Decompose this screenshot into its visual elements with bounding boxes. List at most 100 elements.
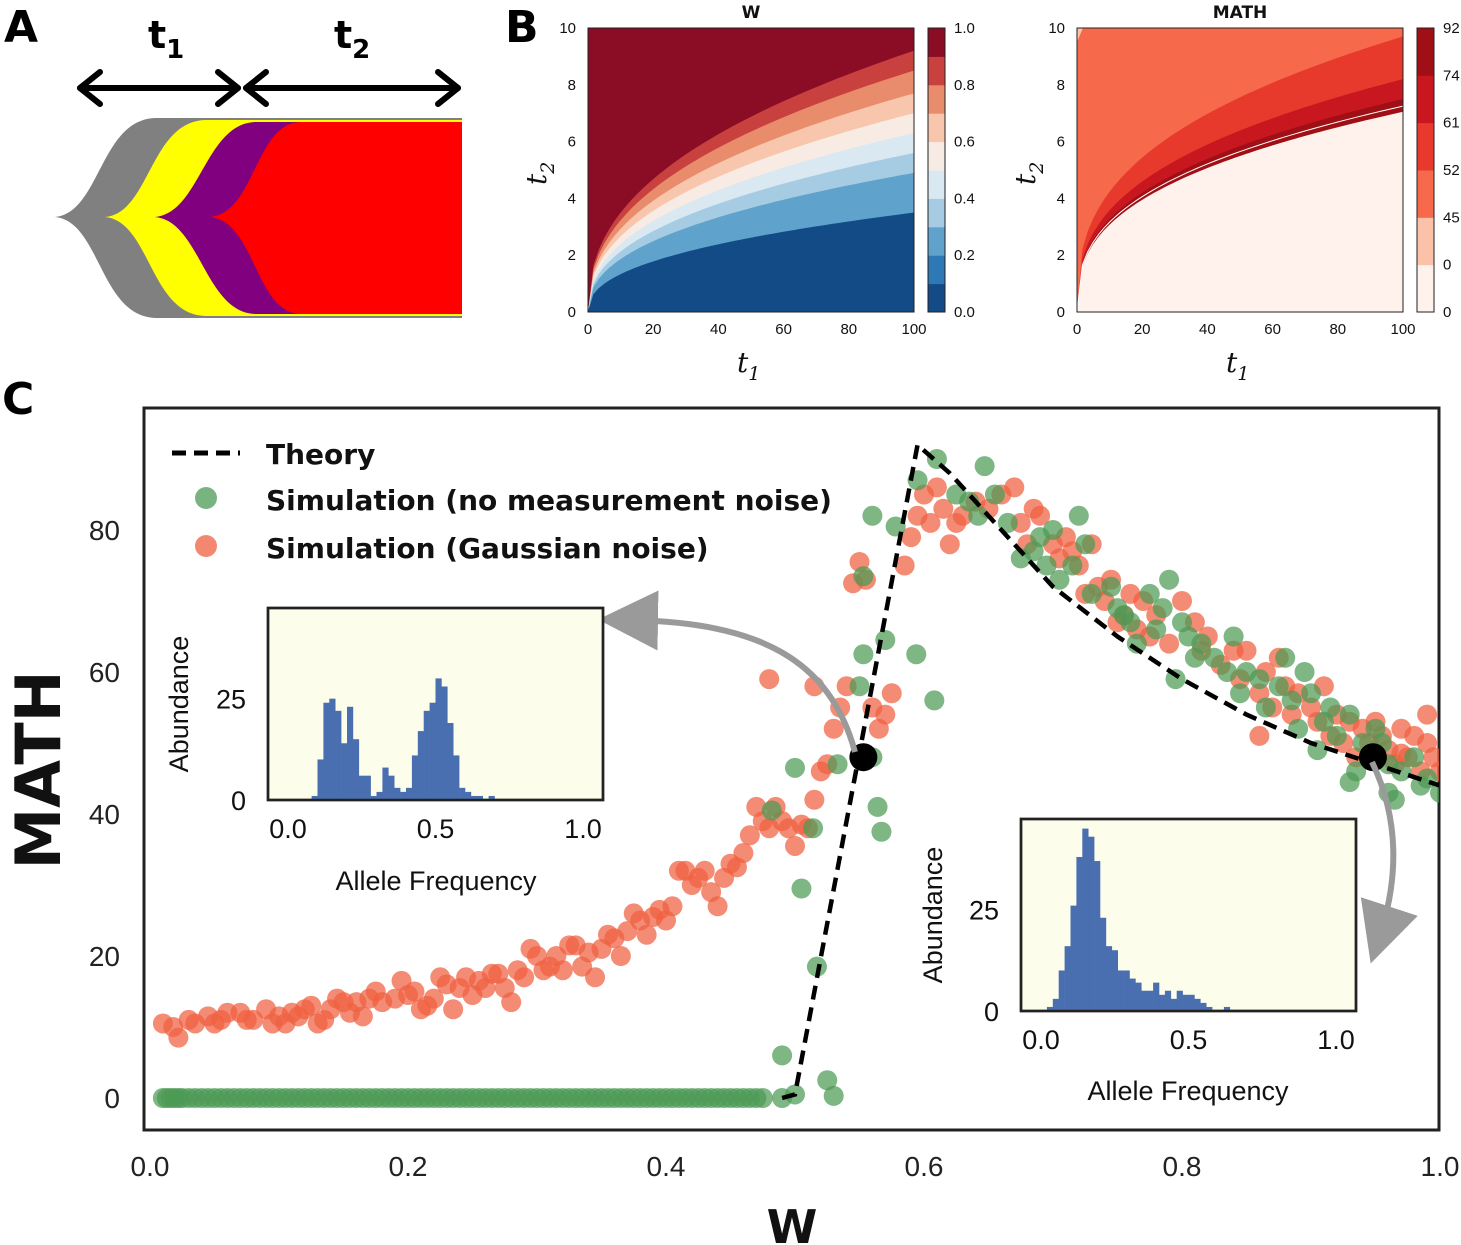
heatmap-math-xtick: 60	[1264, 321, 1281, 338]
gaussian-noise-point	[759, 669, 780, 690]
histogram-bar	[417, 731, 424, 800]
heatmap-w-xtick: 40	[710, 321, 727, 338]
no-noise-point	[1430, 782, 1439, 803]
no-noise-point	[823, 1085, 844, 1106]
no-noise-point	[1320, 697, 1341, 718]
panel-a-letter: A	[4, 2, 38, 53]
heatmap-w-xtick: 20	[645, 321, 662, 338]
w-colorbar-segment	[928, 28, 945, 57]
gaussian-noise-point	[514, 967, 535, 988]
heatmap-math-xticks: 0 20 40 60 80 100	[1073, 321, 1416, 338]
gaussian-noise-point	[939, 534, 960, 555]
histogram-bar	[1200, 1002, 1207, 1011]
gaussian-noise-point	[694, 860, 715, 881]
histogram-bar	[470, 795, 478, 800]
histogram-bar	[447, 722, 454, 800]
no-noise-point	[968, 505, 989, 526]
heatmap-w-xlabel-letter: t	[737, 346, 749, 379]
gaussian-noise-point	[901, 527, 922, 548]
gaussian-noise-point	[585, 967, 606, 988]
gaussian-noise-point	[423, 988, 444, 1009]
histogram-bar	[1223, 1006, 1231, 1011]
no-noise-point	[871, 821, 892, 842]
histogram-bar	[1159, 994, 1166, 1011]
heatmap-w-xlabel-sub: 1	[748, 363, 760, 385]
heatmap-w-xtick: 60	[775, 321, 792, 338]
math-corner-band	[1077, 28, 1083, 42]
math-colorbar-tick: 45	[1443, 209, 1460, 226]
inset-1-arrow	[598, 590, 858, 753]
no-noise-point	[791, 878, 812, 899]
inset-2-ylabel: Abundance	[918, 847, 948, 984]
gaussian-noise-point	[875, 704, 896, 725]
gaussian-noise-point	[168, 1027, 189, 1048]
w-colorbar-tick: 0.6	[954, 134, 975, 151]
inset-xtick: 1.0	[564, 814, 602, 844]
legend-gaussian-label: Simulation (Gaussian noise)	[266, 532, 709, 565]
no-noise-point	[849, 676, 870, 697]
inset-ytick: 0	[231, 786, 246, 816]
histogram-bar	[323, 702, 330, 800]
histogram-bar	[376, 791, 383, 800]
panel-c-letter: C	[2, 374, 34, 425]
math-colorbar-tick: 74	[1443, 67, 1460, 84]
math-colorbar-tick: 61	[1443, 115, 1460, 132]
heatmap-math-ytick: 6	[1057, 134, 1065, 151]
scatter-xlabel: W	[767, 1200, 818, 1245]
heatmap-math-ytick: 0	[1057, 304, 1065, 321]
t1-subscript: 1	[166, 35, 184, 65]
heatmap-math-ytick: 8	[1057, 77, 1065, 94]
w-colorbar-segment	[928, 84, 945, 114]
gaussian-noise-point	[804, 789, 825, 810]
no-noise-point	[959, 491, 980, 512]
scatter-xtick: 0.8	[1163, 1151, 1202, 1182]
t2-subscript: 2	[352, 35, 370, 65]
panel-c: C 0.0 0.2 0.4 0.6 0.8 1.0 0 20 40 60 80 MATH W Th…	[2, 374, 1459, 1245]
heatmap-math-frame	[1076, 27, 1404, 313]
histogram-bar	[1176, 990, 1183, 1011]
no-noise-point	[1217, 662, 1238, 682]
t1-arrow	[77, 69, 241, 107]
no-noise-point	[1043, 520, 1063, 540]
heatmap-math-xlabel: t1	[1226, 346, 1249, 385]
t1-letter: t	[148, 13, 166, 57]
histogram-bar	[406, 787, 413, 800]
w-colorbar-segment	[928, 283, 945, 313]
no-noise-point	[1339, 704, 1360, 725]
inset-2-bars	[1046, 828, 1231, 1011]
no-noise-point	[1191, 633, 1212, 654]
heatmap-math-colorbar: 0 0 45 52 61 74 92	[1416, 20, 1460, 321]
no-noise-point	[1146, 619, 1167, 640]
math-colorbar-segment	[1417, 28, 1434, 76]
heatmap-math-ytick: 10	[1048, 20, 1065, 37]
heatmap-w-ytick: 4	[568, 190, 576, 207]
histogram-bar	[400, 791, 407, 800]
math-contour-line	[1077, 105, 1403, 312]
histogram-bar	[394, 787, 401, 800]
no-noise-point	[1268, 676, 1289, 697]
histogram-bar	[1094, 861, 1101, 1011]
histogram-bar	[488, 795, 495, 800]
gaussian-noise-point	[823, 718, 844, 739]
gaussian-noise-point	[610, 946, 631, 966]
scatter-xtick: 1.0	[1421, 1151, 1460, 1182]
math-colorbar-tick: 92	[1443, 20, 1460, 37]
histogram-bar	[1070, 905, 1077, 1011]
histogram-bar	[459, 787, 466, 800]
no-noise-point	[785, 757, 805, 778]
histogram-bar	[476, 795, 483, 800]
inset-xtick: 0.5	[417, 814, 455, 844]
heatmap-math-xtick: 80	[1329, 321, 1346, 338]
no-noise-point	[827, 754, 848, 775]
histogram-bar	[429, 702, 436, 800]
no-noise-point	[1062, 555, 1083, 576]
heatmap-math-xlabel-sub: 1	[1237, 363, 1249, 385]
inset-2-xticks: 0.0 0.5 1.0	[1022, 1025, 1355, 1055]
no-noise-point	[1101, 576, 1122, 597]
w-colorbar-segment	[928, 255, 945, 285]
heatmap-w-ytick: 2	[568, 247, 576, 264]
inset-histogram-2: 0.0 0.5 1.0 0 25 Allele Frequency Abundance	[918, 817, 1358, 1106]
gaussian-noise-point	[933, 498, 954, 519]
no-noise-point	[867, 796, 888, 817]
